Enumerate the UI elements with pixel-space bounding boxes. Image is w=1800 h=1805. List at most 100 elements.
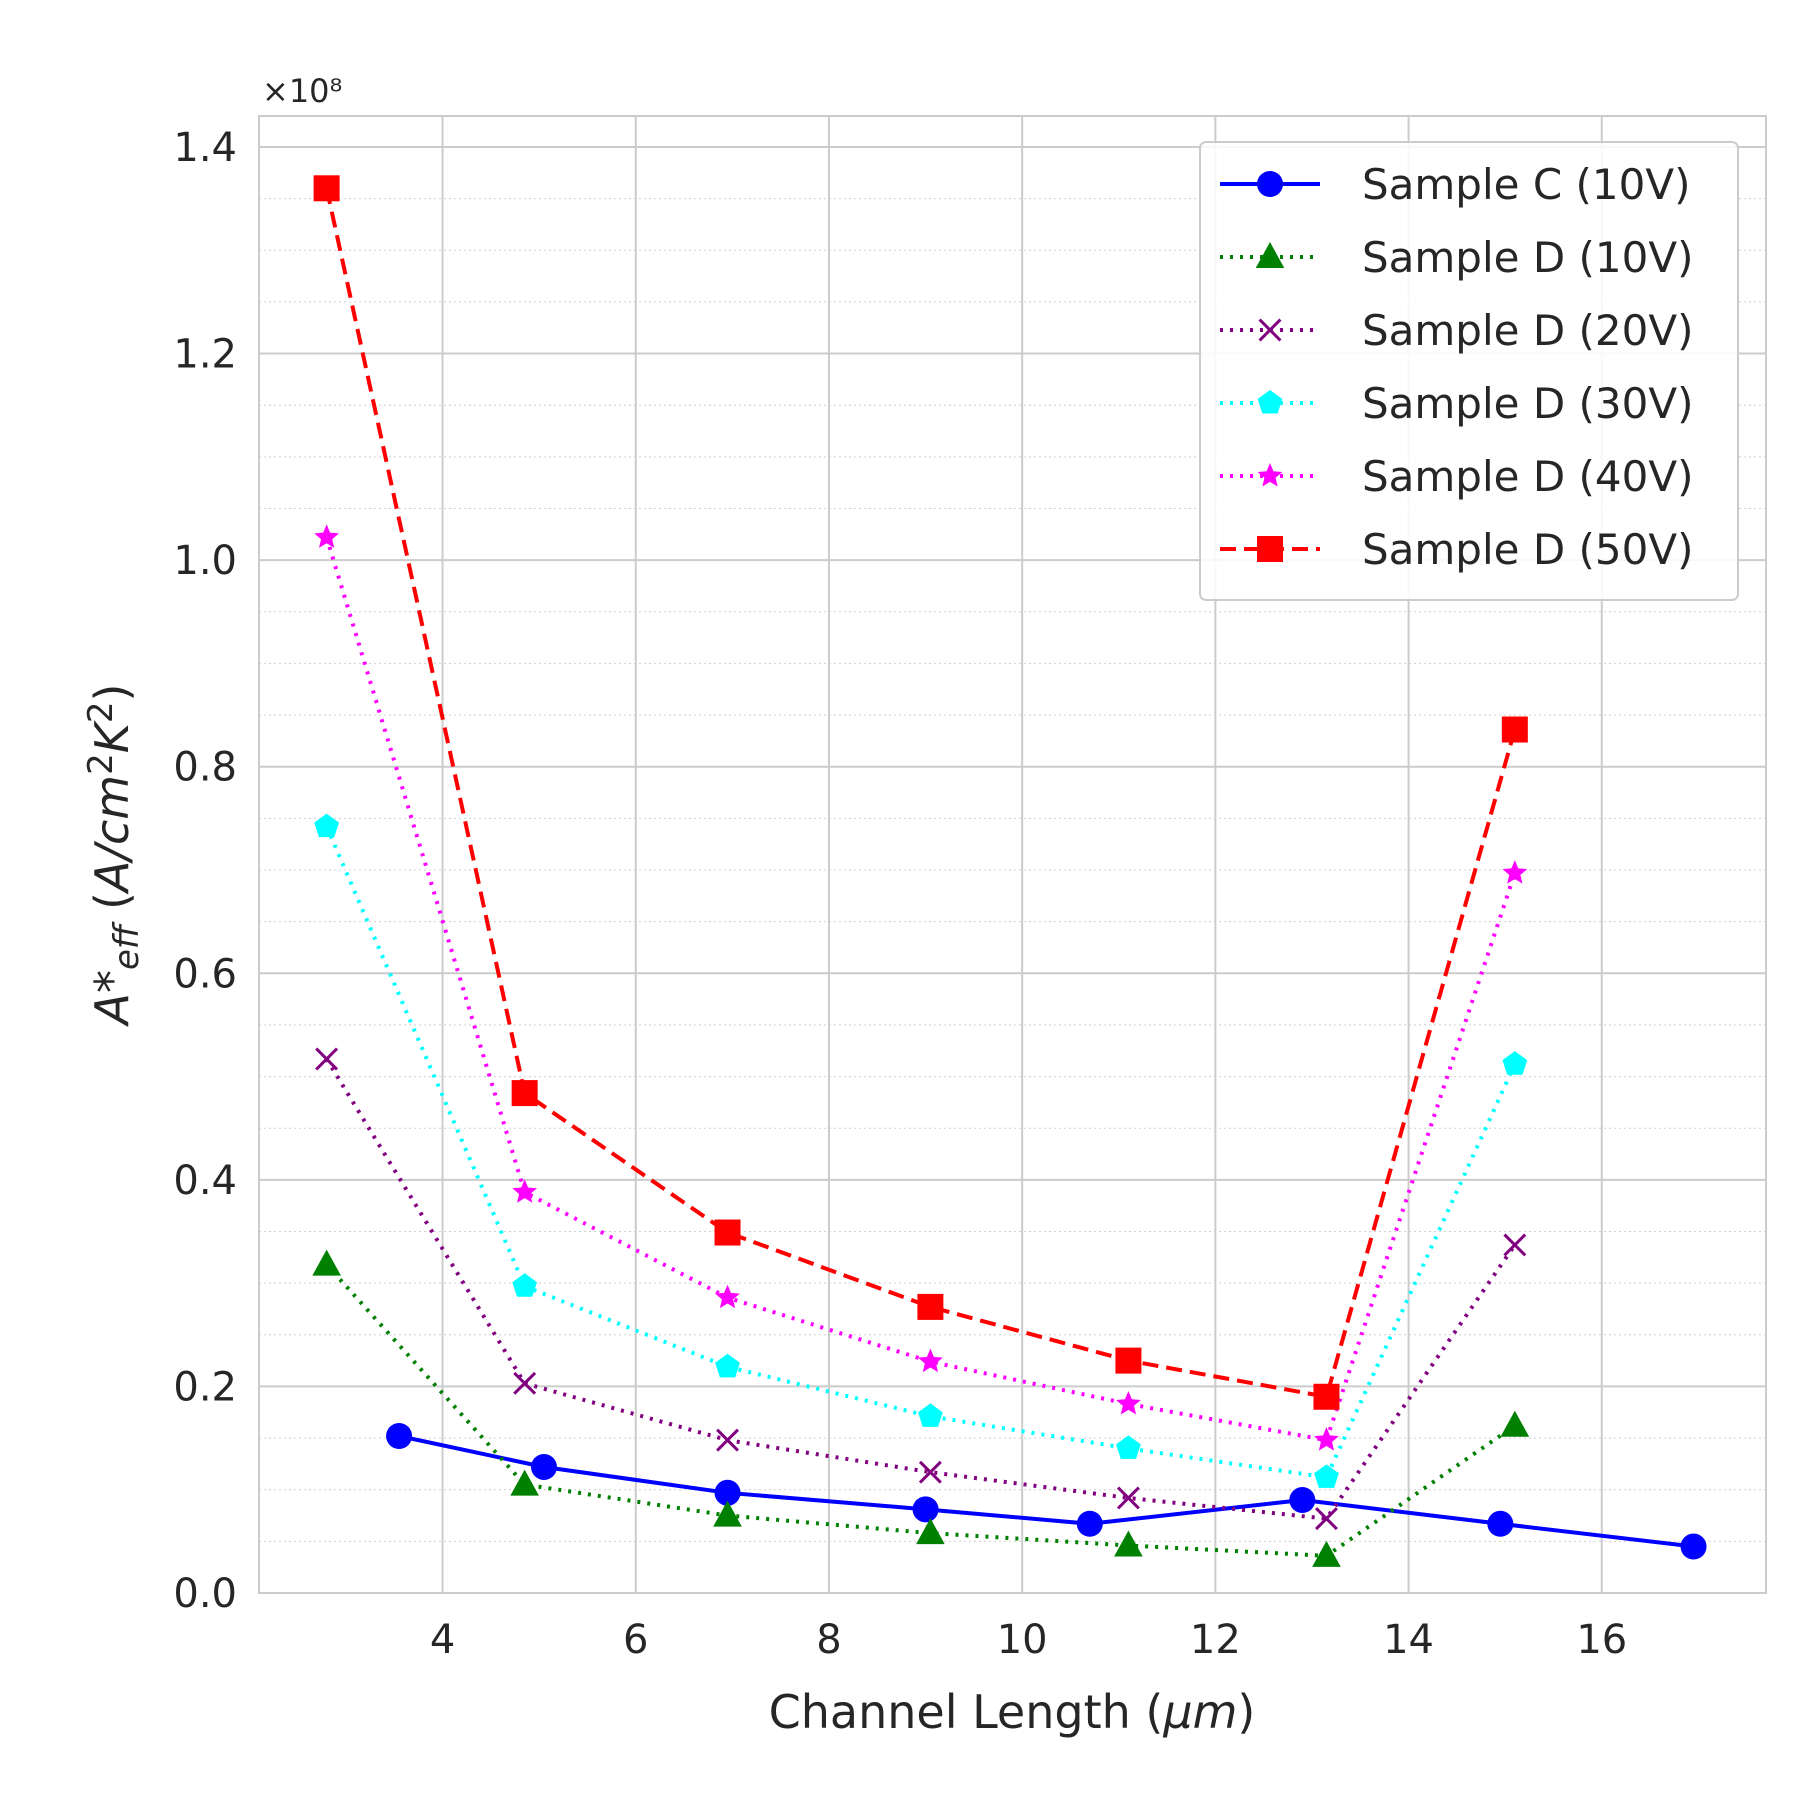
x-axis-title-unit: μm bbox=[1162, 1685, 1237, 1739]
marker-x-stroke bbox=[315, 1047, 339, 1071]
marker-x-stroke bbox=[513, 1371, 537, 1395]
x-tick-label: 8 bbox=[816, 1617, 841, 1663]
legend-item: Sample D (40V) bbox=[1220, 452, 1693, 501]
legend: Sample C (10V) Sample D (10V) Sample D (20… bbox=[1199, 141, 1739, 601]
x-tick-label: 12 bbox=[1190, 1617, 1241, 1663]
marker-pentagon bbox=[715, 1353, 740, 1378]
marker-x bbox=[513, 1371, 537, 1395]
y-tick-label: 1.2 bbox=[173, 332, 237, 378]
marker-x bbox=[1314, 1507, 1338, 1531]
series-sample-c-10v bbox=[386, 1423, 1707, 1560]
marker-x bbox=[918, 1460, 942, 1484]
marker-x bbox=[1116, 1486, 1140, 1510]
y-axis-title-part: ( bbox=[85, 892, 139, 925]
legend-item: Sample C (10V) bbox=[1220, 160, 1690, 209]
marker-circle bbox=[530, 1453, 557, 1480]
y-tick-label: 0.0 bbox=[173, 1571, 237, 1617]
marker-circle bbox=[1289, 1487, 1316, 1514]
marker-x-stroke bbox=[1314, 1507, 1338, 1531]
marker-square bbox=[1313, 1383, 1340, 1410]
marker-x-stroke bbox=[716, 1428, 739, 1452]
y-tick-label: 0.4 bbox=[173, 1158, 237, 1204]
legend-item: Sample D (50V) bbox=[1220, 525, 1693, 574]
x-axis-title-close: ) bbox=[1237, 1685, 1255, 1739]
series-sample-d-40v bbox=[314, 524, 1528, 1451]
marker-square bbox=[714, 1219, 741, 1246]
marker-x bbox=[716, 1428, 739, 1452]
marker-star bbox=[1502, 860, 1528, 884]
y-multiplier-label: ×10⁸ bbox=[262, 72, 342, 110]
series-sample-d-50v bbox=[313, 175, 1528, 1410]
marker-x bbox=[1258, 318, 1282, 342]
marker-x bbox=[1503, 1233, 1527, 1257]
legend-label: Sample D (10V) bbox=[1362, 233, 1693, 282]
legend-label: Sample D (50V) bbox=[1362, 525, 1693, 574]
legend-label: Sample D (40V) bbox=[1362, 452, 1693, 501]
series-line bbox=[398, 1434, 1694, 1549]
x-tick-label: 4 bbox=[430, 1617, 455, 1663]
marker-square bbox=[313, 175, 340, 202]
marker-star bbox=[918, 1348, 943, 1373]
y-axis-title-part: A/cm bbox=[85, 775, 139, 895]
marker-star bbox=[715, 1284, 740, 1309]
y-tick-label: 0.2 bbox=[173, 1364, 237, 1410]
y-tick-label: 1.0 bbox=[173, 538, 237, 584]
legend-label: Sample D (30V) bbox=[1362, 379, 1693, 428]
marker-pentagon bbox=[918, 1403, 943, 1427]
marker-star bbox=[1257, 463, 1283, 487]
marker-star bbox=[314, 524, 339, 548]
x-axis-title: Channel Length (μm) bbox=[769, 1685, 1256, 1739]
x-tick-label: 16 bbox=[1576, 1617, 1627, 1663]
marker-pentagon bbox=[512, 1273, 538, 1297]
x-axis-ticks: 4 6 8 10 12 14 16 bbox=[430, 1617, 1627, 1663]
y-tick-label: 0.6 bbox=[173, 951, 237, 997]
marker-circle bbox=[912, 1496, 939, 1523]
marker-circle bbox=[1487, 1510, 1514, 1537]
y-axis-title-part: K bbox=[85, 719, 139, 753]
marker-triangle bbox=[916, 1518, 945, 1545]
marker-triangle bbox=[510, 1469, 539, 1496]
x-tick-label: 10 bbox=[997, 1617, 1048, 1663]
marker-pentagon bbox=[1116, 1435, 1141, 1459]
legend-label: Sample D (20V) bbox=[1362, 306, 1693, 355]
legend-item: Sample D (20V) bbox=[1220, 306, 1693, 355]
marker-square bbox=[1257, 536, 1283, 562]
marker-triangle bbox=[1312, 1540, 1341, 1567]
marker-triangle bbox=[1255, 242, 1285, 269]
series-sample-d-10v bbox=[312, 1249, 1530, 1567]
marker-star bbox=[1116, 1390, 1141, 1415]
x-tick-label: 6 bbox=[623, 1617, 648, 1663]
marker-triangle bbox=[713, 1500, 742, 1527]
marker-square bbox=[511, 1080, 538, 1107]
legend-label: Sample C (10V) bbox=[1362, 160, 1690, 209]
y-axis-ticks: 0.0 0.2 0.4 0.6 0.8 1.0 1.2 1.4 bbox=[173, 125, 237, 1617]
series-sample-d-30v bbox=[314, 813, 1528, 1488]
marker-star bbox=[512, 1179, 538, 1203]
marker-square bbox=[1501, 716, 1528, 743]
marker-pentagon bbox=[314, 813, 339, 838]
marker-circle bbox=[1680, 1533, 1707, 1560]
marker-x bbox=[315, 1047, 339, 1071]
marker-triangle bbox=[1500, 1410, 1530, 1437]
marker-circle bbox=[1257, 171, 1283, 197]
x-tick-label: 14 bbox=[1383, 1617, 1434, 1663]
y-axis-title-part: eff bbox=[107, 921, 147, 970]
marker-pentagon bbox=[1257, 390, 1283, 414]
y-axis-title-part: 2 bbox=[81, 701, 121, 723]
y-tick-label: 0.8 bbox=[173, 745, 237, 791]
marker-triangle bbox=[312, 1249, 341, 1276]
marker-x-stroke bbox=[1116, 1486, 1140, 1510]
legend-item: Sample D (10V) bbox=[1220, 233, 1693, 282]
marker-circle bbox=[386, 1423, 413, 1450]
series-sample-d-20v bbox=[315, 1047, 1527, 1531]
marker-x-stroke bbox=[1503, 1233, 1527, 1257]
y-axis-title-part: ) bbox=[85, 684, 139, 702]
y-axis-title-part: A bbox=[85, 993, 139, 1027]
y-axis-title-part: 2 bbox=[81, 753, 121, 775]
series-layer bbox=[312, 175, 1707, 1567]
marker-x-stroke bbox=[918, 1460, 942, 1484]
marker-circle bbox=[714, 1479, 741, 1506]
x-axis-title-text: Channel Length ( bbox=[769, 1685, 1164, 1739]
